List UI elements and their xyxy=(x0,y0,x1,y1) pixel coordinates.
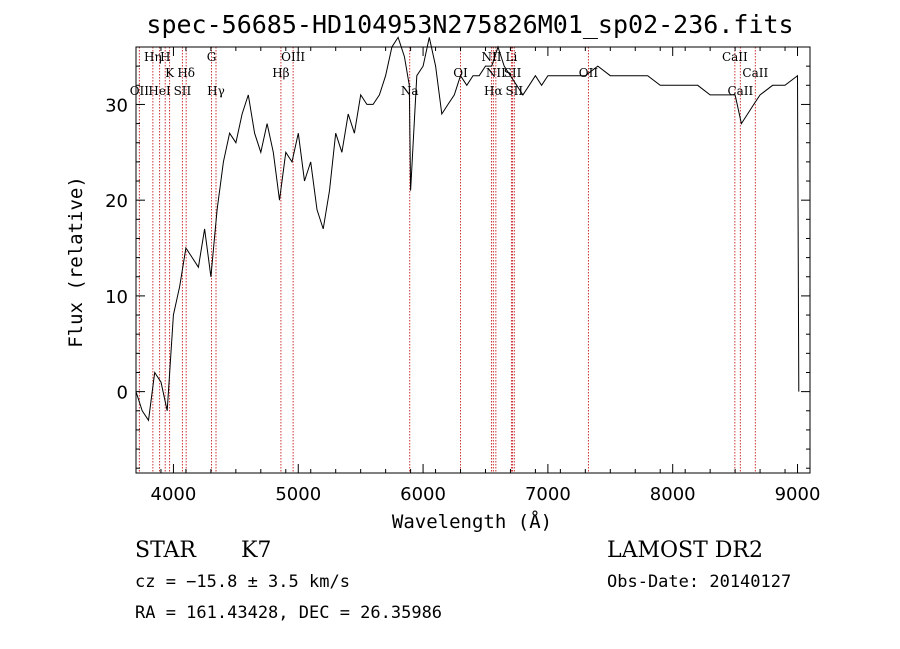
line-marker-label: CaII xyxy=(742,66,768,80)
line-marker-label: OIII xyxy=(281,50,305,64)
y-tick-label: 20 xyxy=(105,191,128,212)
line-marker-label: OI xyxy=(453,66,468,80)
y-tick-label: 10 xyxy=(105,287,128,308)
x-tick-label: 5000 xyxy=(275,484,321,505)
x-tick-label: 7000 xyxy=(525,484,571,505)
y-tick-label: 0 xyxy=(117,383,128,404)
plot-frame xyxy=(135,46,811,474)
line-marker-label: Hγ xyxy=(207,84,225,98)
line-marker-label: CaII xyxy=(727,84,753,98)
line-marker-label: SII xyxy=(505,84,523,98)
object-class: STAR xyxy=(135,538,196,563)
x-tick-label: 6000 xyxy=(400,484,446,505)
line-marker-label: SII xyxy=(504,66,522,80)
line-marker-label: Hη xyxy=(144,50,162,64)
survey-name: LAMOST DR2 xyxy=(607,538,763,563)
line-markers xyxy=(138,47,756,473)
line-marker-label: Hα xyxy=(484,84,503,98)
x-tick-label: 4000 xyxy=(151,484,197,505)
line-marker-label: OII xyxy=(130,84,150,98)
y-axis-label: Flux (relative) xyxy=(65,176,87,348)
axis-ticks: 4000 5000 6000 7000 8000 9000 0 10 20 30 xyxy=(105,47,820,505)
spectrum-series-line xyxy=(135,36,800,422)
line-marker-label: Hβ xyxy=(272,66,289,80)
line-marker-label: Hδ xyxy=(177,66,195,80)
line-marker-label: NII xyxy=(486,66,506,80)
redshift-velocity: cz = −15.8 ± 3.5 km/s xyxy=(135,572,350,592)
observation-date: Obs-Date: 20140127 xyxy=(607,572,792,592)
object-subclass: K7 xyxy=(241,538,272,563)
line-marker-label: SII xyxy=(174,84,192,98)
line-marker-label: NII xyxy=(481,50,501,64)
x-tick-label: 8000 xyxy=(650,484,696,505)
coordinates: RA = 161.43428, DEC = 26.35986 xyxy=(135,603,443,623)
x-tick-label: 9000 xyxy=(775,484,821,505)
line-marker-label: Li xyxy=(506,50,518,64)
line-marker-label: CaII xyxy=(722,50,748,64)
line-marker-label: H xyxy=(160,50,170,64)
line-marker-label: G xyxy=(207,50,217,64)
y-tick-label: 30 xyxy=(105,95,128,116)
line-marker-label: K xyxy=(165,66,175,80)
chart-title: spec-56685-HD104953N275826M01_sp02-236.f… xyxy=(146,10,793,39)
line-marker-label: HeI xyxy=(148,84,171,98)
x-axis-label: Wavelength (Å) xyxy=(392,510,552,533)
